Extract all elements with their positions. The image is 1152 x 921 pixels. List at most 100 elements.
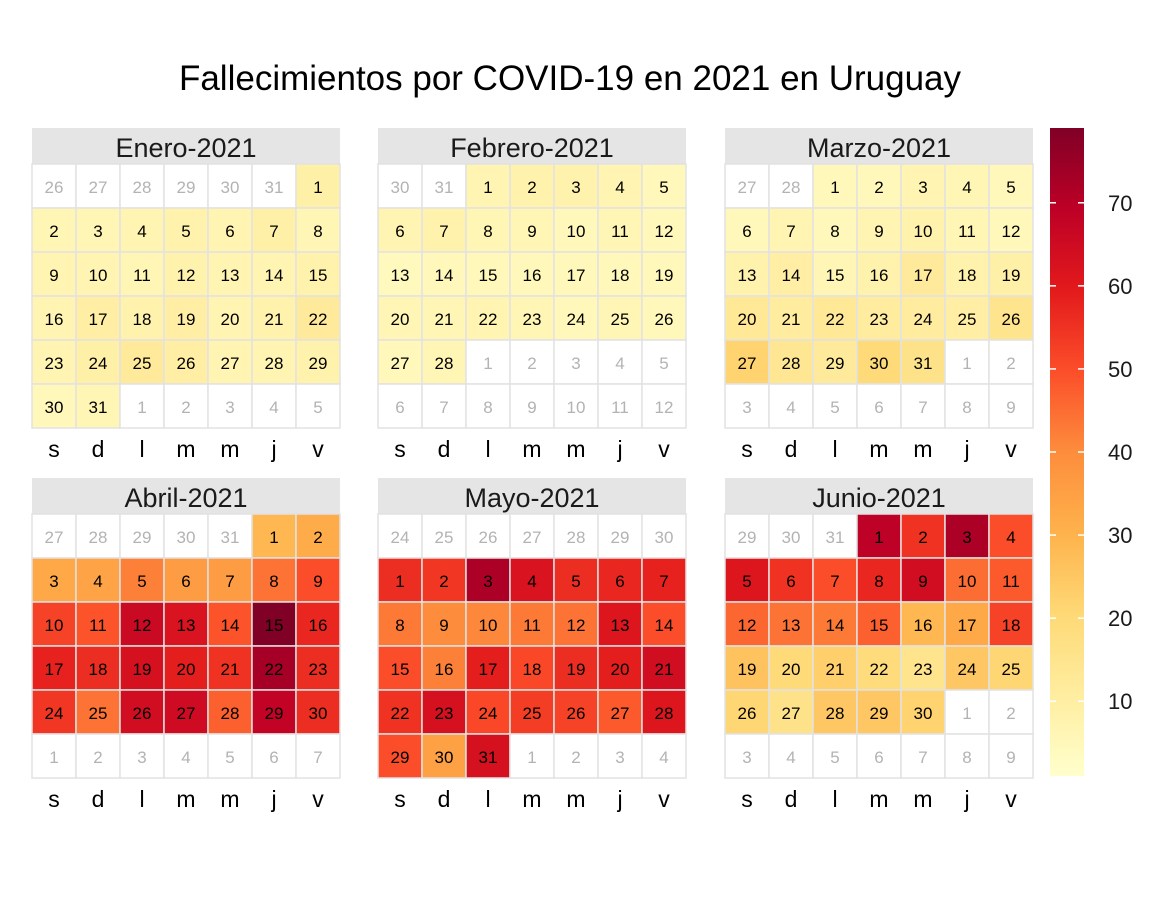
weekday-label: l — [832, 436, 837, 462]
day-number: 13 — [611, 616, 630, 635]
calendar-cell — [812, 207, 858, 253]
calendar-cell-outside — [724, 733, 770, 779]
calendar-cell-outside — [597, 513, 643, 559]
weekday-label: l — [832, 786, 837, 812]
calendar-cell — [377, 557, 423, 603]
day-number: 27 — [177, 704, 196, 723]
calendar-cell — [163, 251, 209, 297]
day-number: 2 — [313, 528, 322, 547]
calendar-cell — [944, 645, 990, 691]
weekday-label: m — [522, 786, 541, 812]
calendar-cell — [295, 557, 341, 603]
day-number: 14 — [265, 266, 284, 285]
day-number-outside: 27 — [89, 178, 108, 197]
day-number-outside: 11 — [611, 398, 629, 417]
day-number: 29 — [391, 748, 410, 767]
day-number: 27 — [221, 354, 240, 373]
weekday-label: l — [139, 436, 144, 462]
day-number-outside: 5 — [830, 748, 839, 767]
calendar-cell-outside — [465, 513, 511, 559]
month-strip — [32, 478, 340, 514]
calendar-cell — [900, 251, 946, 297]
calendar-cell — [768, 251, 814, 297]
weekday-label: j — [616, 436, 622, 462]
month-strip — [378, 128, 686, 164]
day-number: 18 — [523, 660, 542, 679]
day-number: 28 — [265, 354, 284, 373]
day-number: 7 — [225, 572, 234, 591]
calendar-cell — [75, 339, 121, 385]
day-number-outside: 27 — [523, 528, 542, 547]
day-number: 10 — [567, 222, 586, 241]
day-number: 18 — [89, 660, 108, 679]
calendar-cell — [421, 689, 467, 735]
calendar-cell — [988, 295, 1034, 341]
day-number-outside: 31 — [221, 528, 240, 547]
day-number: 14 — [221, 616, 240, 635]
calendar-cell — [988, 601, 1034, 647]
day-number: 26 — [655, 310, 674, 329]
day-number: 3 — [49, 572, 58, 591]
day-number: 26 — [738, 704, 757, 723]
day-number-outside: 4 — [786, 398, 795, 417]
day-number-outside: 29 — [177, 178, 196, 197]
calendar-cell-outside — [812, 513, 858, 559]
calendar-cell — [31, 557, 77, 603]
day-number-outside: 3 — [742, 398, 751, 417]
day-number: 24 — [479, 704, 498, 723]
day-number-outside: 27 — [738, 178, 757, 197]
day-number: 16 — [435, 660, 454, 679]
legend-tick-label: 70 — [1108, 191, 1132, 216]
day-number: 28 — [782, 354, 801, 373]
day-number: 12 — [1002, 222, 1021, 241]
calendar-cell — [251, 557, 297, 603]
month-strip — [725, 478, 1033, 514]
calendar-cell-outside — [31, 163, 77, 209]
day-number-outside: 29 — [133, 528, 152, 547]
day-number: 14 — [826, 616, 845, 635]
day-number: 15 — [309, 266, 328, 285]
day-number: 20 — [782, 660, 801, 679]
day-number: 15 — [391, 660, 410, 679]
day-number: 14 — [435, 266, 454, 285]
day-number: 22 — [826, 310, 845, 329]
day-number: 25 — [1002, 660, 1021, 679]
calendar-cell — [553, 645, 599, 691]
weekday-label: j — [270, 436, 276, 462]
day-number: 20 — [391, 310, 410, 329]
day-number-outside: 2 — [1006, 704, 1015, 723]
calendar-cell — [597, 251, 643, 297]
calendar-cell-outside — [724, 383, 770, 429]
calendar-cell — [900, 207, 946, 253]
day-number: 31 — [479, 748, 498, 767]
calendar-cell-outside — [856, 733, 902, 779]
weekday-label: m — [566, 436, 585, 462]
day-number-outside: 10 — [567, 398, 586, 417]
weekday-label: m — [913, 436, 932, 462]
day-number-outside: 6 — [874, 748, 883, 767]
day-number: 23 — [435, 704, 454, 723]
calendar-cell-outside — [724, 513, 770, 559]
day-number: 29 — [870, 704, 889, 723]
month-strip — [725, 128, 1033, 164]
day-number: 9 — [439, 616, 448, 635]
day-number-outside: 1 — [962, 354, 971, 373]
calendar-cell — [856, 207, 902, 253]
day-number: 10 — [479, 616, 498, 635]
day-number: 31 — [89, 398, 108, 417]
day-number: 24 — [914, 310, 933, 329]
calendar-cell-outside — [377, 163, 423, 209]
day-number: 20 — [177, 660, 196, 679]
weekday-label: m — [220, 436, 239, 462]
day-number: 14 — [782, 266, 801, 285]
day-number: 31 — [914, 354, 933, 373]
day-number: 7 — [439, 222, 448, 241]
weekday-label: v — [1005, 786, 1017, 812]
color-legend: 10 20 30 40 50 60 70 — [1050, 128, 1132, 776]
calendar-cell — [553, 251, 599, 297]
month-title: Junio-2021 — [812, 483, 946, 513]
day-number: 15 — [265, 616, 284, 635]
calendar-cell — [377, 733, 423, 779]
calendar-cell-outside — [597, 383, 643, 429]
day-number: 28 — [655, 704, 674, 723]
